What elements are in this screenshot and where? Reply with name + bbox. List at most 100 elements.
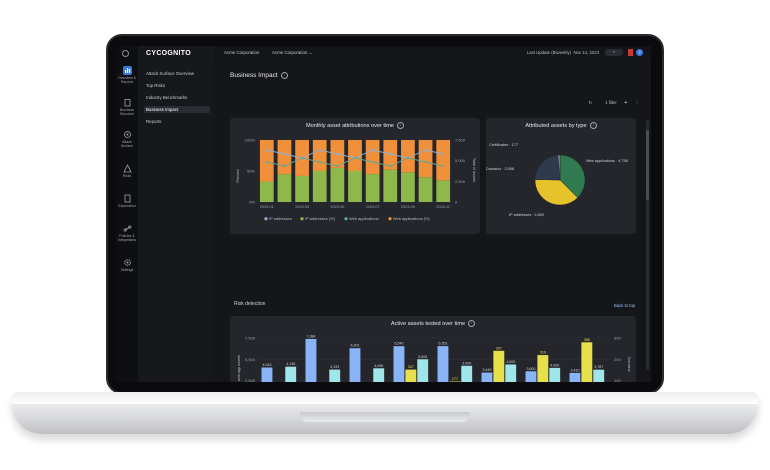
- notification-icon[interactable]: [628, 49, 633, 56]
- right-tick-label: 7,500: [455, 138, 466, 143]
- series-point: [265, 160, 268, 164]
- scope-label: Acme Corporation: [272, 50, 308, 55]
- series-point: [336, 164, 339, 168]
- legend-marker: [300, 217, 304, 221]
- bar-ip-addresses-pct: [277, 174, 292, 202]
- left-tick-label: 2,500: [245, 378, 256, 382]
- rail-item-business-structure[interactable]: Business Structure: [116, 98, 138, 116]
- rail-label-risks: Risks: [122, 174, 132, 178]
- refresh-icon[interactable]: ↻: [588, 100, 592, 105]
- legend-label: Web applications: [349, 216, 379, 221]
- scope-selector[interactable]: Acme Corporation ⌄: [272, 50, 312, 56]
- bar-web-applications-pct: [312, 140, 327, 171]
- attributed-assets-pie: Certificates · 177 Domains · 2,958 Web app…: [486, 143, 628, 217]
- bar-ip-addresses: [261, 367, 273, 382]
- attributed-assets-title-text: Attributed assets by type: [525, 122, 587, 129]
- data-label: 3,000: [462, 361, 471, 365]
- rail-item-risks[interactable]: Risks: [116, 164, 138, 178]
- chevron-down-icon: ⌄: [308, 50, 313, 55]
- series-point: [442, 152, 445, 156]
- data-label: 4,043: [262, 363, 271, 367]
- brand-logo: CYCOGNITO: [146, 50, 191, 57]
- monthly-attributions-chart: 100% 50% 0% 7,500 5,000 2,500 0 Percent Total of…: [236, 138, 476, 222]
- y-axis-label-left: Percent: [236, 169, 240, 183]
- rail-item-attack-surface[interactable]: Attack Surface: [116, 130, 138, 148]
- monthly-attributions-card: Monthly asset attributions over time i 10…: [230, 118, 480, 234]
- monthly-attributions-title-text: Monthly asset attributions over time: [306, 122, 394, 129]
- series-point: [424, 160, 427, 164]
- pie-label: Web applications · 4,758: [586, 159, 628, 163]
- page-toolbar: ↻ 1 filter ⏷ ⋮: [582, 100, 639, 106]
- rail-item-policies[interactable]: Policies & Integrations: [116, 224, 138, 242]
- laptop-trackpad-notch: [300, 412, 470, 422]
- data-label: 6,301: [350, 344, 359, 348]
- y-axis-label-right: Total of assets: [472, 158, 476, 182]
- nav-item-industry-benchmarks[interactable]: Industry Benchmarks: [146, 95, 188, 100]
- data-label: 4,096: [374, 364, 383, 368]
- pie-slice-certificates: [557, 154, 561, 181]
- nav-item-reports[interactable]: Reports: [146, 119, 162, 124]
- x-tick-label: 2023-01: [260, 205, 274, 209]
- series-point: [389, 152, 392, 156]
- bar-ip-addresses: [437, 346, 449, 382]
- rail-label-business-structure: Business Structure: [119, 108, 135, 116]
- more-icon[interactable]: ⋮: [634, 100, 639, 105]
- org-breadcrumb[interactable]: Acme Corporation: [224, 50, 260, 55]
- back-icon[interactable]: [122, 50, 129, 57]
- help-icon[interactable]: ?: [636, 49, 643, 56]
- data-label: 4,000: [550, 363, 559, 367]
- bar-ip-addresses: [305, 338, 317, 382]
- data-label: 6,551: [438, 342, 447, 346]
- data-label: 177: [452, 377, 458, 381]
- data-label: 4,138: [286, 362, 295, 366]
- bar-ip-addresses-pct: [330, 167, 345, 202]
- right-tick-label: 5,000: [455, 158, 466, 163]
- scrollbar-thumb[interactable]: [646, 130, 649, 200]
- scrollbar-track[interactable]: [646, 120, 649, 370]
- nav-item-attack-surface-overview[interactable]: Attack Surface Overview: [146, 71, 195, 76]
- series-point: [406, 156, 410, 160]
- right-tick-label: 300: [614, 336, 621, 341]
- left-tick-label: 50%: [247, 169, 255, 174]
- bar-web-applications: [417, 359, 429, 382]
- filter-button[interactable]: 1 filter ⏷: [599, 100, 627, 105]
- active-assets-title: Active assets tested over time i: [230, 320, 636, 327]
- pie-label: Certificates · 177: [489, 143, 518, 147]
- bar-web-applications-pct: [277, 140, 292, 175]
- series-point: [424, 148, 427, 152]
- data-label: 4,333: [330, 365, 339, 369]
- left-tick-label: 5,000: [245, 357, 256, 362]
- right-tick-label: 100: [614, 378, 621, 382]
- top-bar: Acme Corporation Acme Corporation ⌄ Last…: [214, 46, 651, 61]
- rail-item-overview[interactable]: Overview & Reports: [116, 66, 138, 84]
- nav-item-business-impact[interactable]: Business Impact: [144, 106, 210, 113]
- bar-domains: [405, 369, 417, 382]
- info-icon[interactable]: i: [589, 122, 597, 129]
- bar-ip-addresses-pct: [259, 181, 274, 202]
- bar-web-applications: [505, 364, 517, 382]
- data-label: 327: [496, 346, 502, 350]
- x-tick-label: 2023-11: [436, 205, 450, 209]
- legend-label: IP addresses: [269, 216, 292, 221]
- x-tick-label: 2023-03: [295, 205, 309, 209]
- info-icon[interactable]: i: [396, 122, 404, 129]
- legend-marker: [388, 217, 392, 221]
- bar-ip-addresses: [569, 372, 581, 382]
- bar-ip-addresses-pct: [312, 171, 327, 202]
- rail-item-settings[interactable]: Settings: [116, 258, 138, 272]
- bar-web-applications-pct: [418, 140, 433, 178]
- rail-item-exploration[interactable]: Exploration: [116, 194, 138, 208]
- bar-ip-addresses: [525, 371, 537, 382]
- last-update-date: Nov 14, 2023: [573, 50, 599, 55]
- data-label: 3,787: [594, 365, 603, 369]
- info-icon[interactable]: i: [468, 320, 476, 327]
- right-tick-label: 0: [455, 200, 458, 205]
- bar-ip-addresses-pct: [295, 175, 309, 202]
- bar-web-applications: [461, 365, 473, 382]
- info-icon[interactable]: i: [280, 72, 288, 79]
- nav-item-top-risks[interactable]: Top Risks: [146, 83, 166, 88]
- x-tick-label: 2023-09: [401, 205, 415, 209]
- bar-ip-addresses-pct: [401, 172, 415, 202]
- back-to-top-link[interactable]: Back to top: [614, 303, 635, 308]
- user-menu[interactable]: ▾: [605, 49, 623, 56]
